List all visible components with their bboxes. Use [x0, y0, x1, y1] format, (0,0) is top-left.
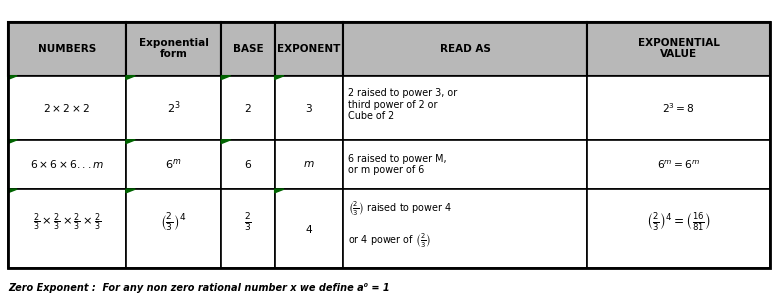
Polygon shape	[221, 140, 230, 144]
Text: $2 \times 2 \times 2$: $2 \times 2 \times 2$	[44, 102, 90, 114]
Bar	[343, 140, 587, 189]
Bar	[275, 140, 343, 189]
Bar	[587, 140, 770, 189]
Text: $6 \times 6 \times 6...m$: $6 \times 6 \times 6...m$	[30, 159, 104, 170]
Text: $6^m = 6^m$: $6^m = 6^m$	[657, 158, 700, 171]
Bar	[8, 22, 126, 76]
Bar	[587, 76, 770, 140]
Text: Exponential
form: Exponential form	[138, 38, 209, 59]
Bar	[126, 189, 221, 268]
Text: $\left(\frac{2}{3}\right)^4 = \left(\frac{16}{81}\right)$: $\left(\frac{2}{3}\right)^4 = \left(\fra…	[647, 212, 711, 233]
Bar	[343, 22, 587, 76]
Text: READ AS: READ AS	[440, 44, 491, 54]
Text: $\frac{2}{3}$: $\frac{2}{3}$	[244, 211, 252, 233]
Text: EXPONENT: EXPONENT	[277, 44, 341, 54]
Text: NUMBERS: NUMBERS	[38, 44, 96, 54]
Text: $2$: $2$	[244, 102, 252, 114]
Bar	[8, 76, 126, 140]
Bar	[126, 22, 221, 76]
Text: $\frac{2}{3} \times \frac{2}{3} \times \frac{2}{3} \times \frac{2}{3}$: $\frac{2}{3} \times \frac{2}{3} \times \…	[33, 212, 101, 233]
Bar	[343, 76, 587, 140]
Text: $6$: $6$	[244, 159, 252, 170]
Bar	[275, 189, 343, 268]
Bar	[8, 140, 126, 189]
Polygon shape	[126, 189, 135, 193]
Text: $2^3 = 8$: $2^3 = 8$	[662, 101, 696, 115]
Bar	[221, 140, 275, 189]
Bar	[8, 22, 770, 268]
Text: $6^m$: $6^m$	[165, 157, 182, 172]
Polygon shape	[8, 76, 17, 79]
Bar	[587, 189, 770, 268]
Text: $\left(\frac{2}{3}\right)^4$: $\left(\frac{2}{3}\right)^4$	[160, 211, 187, 233]
Text: 6 raised to power M,
or m power of 6: 6 raised to power M, or m power of 6	[348, 154, 447, 175]
Bar	[126, 76, 221, 140]
Bar	[221, 22, 275, 76]
Text: Zero Exponent :  For any non zero rational number x we define a⁰ = 1: Zero Exponent : For any non zero rationa…	[8, 283, 390, 293]
Text: $m$: $m$	[303, 160, 315, 169]
Text: BASE: BASE	[233, 44, 263, 54]
Bar	[343, 189, 587, 268]
Text: $4$: $4$	[305, 223, 313, 234]
Polygon shape	[221, 76, 230, 79]
Bar	[587, 22, 770, 76]
Bar	[275, 22, 343, 76]
Bar	[221, 189, 275, 268]
Text: $3$: $3$	[305, 102, 313, 114]
Polygon shape	[8, 140, 17, 144]
Text: $2^3$: $2^3$	[166, 99, 180, 116]
Text: EXPONENTIAL
VALUE: EXPONENTIAL VALUE	[638, 38, 720, 59]
Polygon shape	[126, 140, 135, 144]
Polygon shape	[275, 76, 284, 79]
Polygon shape	[126, 76, 135, 79]
Polygon shape	[275, 189, 284, 193]
Text: or 4 power of $\left(\frac{2}{3}\right)$: or 4 power of $\left(\frac{2}{3}\right)$	[348, 232, 431, 250]
Text: 2 raised to power 3, or
third power of 2 or
Cube of 2: 2 raised to power 3, or third power of 2…	[348, 88, 457, 121]
Bar	[8, 189, 126, 268]
Polygon shape	[8, 189, 17, 193]
Text: $\left(\frac{2}{3}\right)$ raised to power 4: $\left(\frac{2}{3}\right)$ raised to pow…	[348, 199, 452, 218]
Bar	[275, 76, 343, 140]
Bar	[221, 76, 275, 140]
Bar	[126, 140, 221, 189]
